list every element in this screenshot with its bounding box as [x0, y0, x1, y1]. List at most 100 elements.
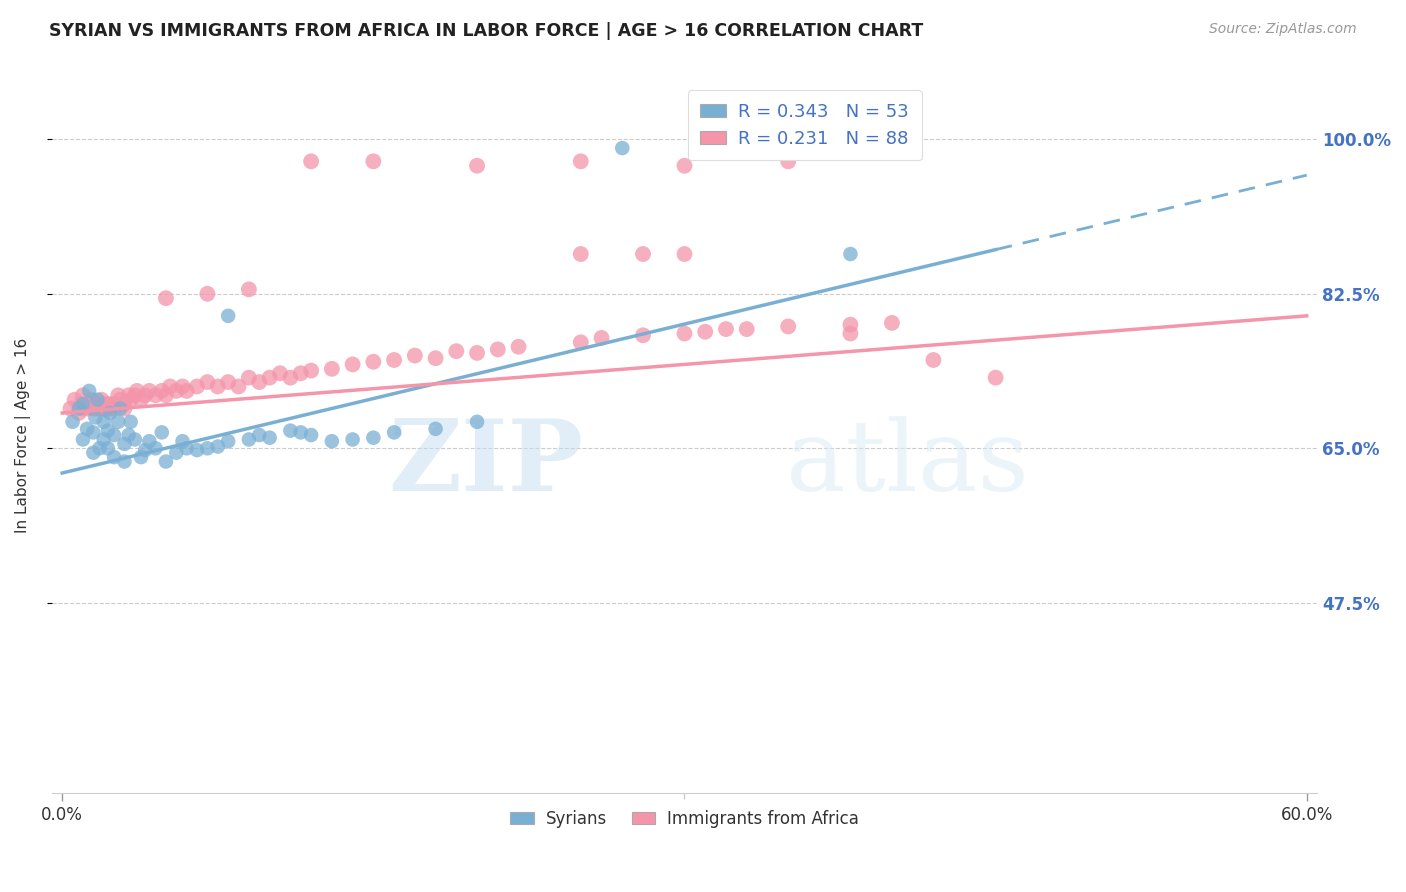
Point — [82, 446, 104, 460]
Point — [778, 154, 800, 169]
Point — [839, 318, 862, 332]
Point — [984, 370, 1007, 384]
Point — [363, 431, 385, 445]
Point — [67, 406, 90, 420]
Y-axis label: In Labor Force | Age > 16: In Labor Force | Age > 16 — [15, 337, 31, 533]
Point — [612, 141, 634, 155]
Text: Source: ZipAtlas.com: Source: ZipAtlas.com — [1209, 22, 1357, 37]
Point — [114, 437, 136, 451]
Point — [299, 363, 322, 377]
Point — [382, 353, 405, 368]
Point — [714, 322, 737, 336]
Point — [93, 401, 115, 416]
Point — [97, 442, 120, 456]
Point — [145, 442, 167, 456]
Point — [299, 154, 322, 169]
Point — [569, 154, 592, 169]
Point — [342, 433, 364, 447]
Point — [591, 331, 613, 345]
Point — [86, 397, 108, 411]
Point — [82, 425, 104, 440]
Point — [839, 247, 862, 261]
Point — [107, 415, 129, 429]
Point — [110, 392, 132, 407]
Point — [97, 397, 120, 411]
Point — [89, 442, 111, 456]
Legend: Syrians, Immigrants from Africa: Syrians, Immigrants from Africa — [503, 803, 865, 834]
Point — [247, 375, 270, 389]
Point — [86, 392, 108, 407]
Point — [155, 388, 177, 402]
Point — [98, 406, 121, 420]
Point — [101, 397, 124, 411]
Point — [363, 355, 385, 369]
Point — [94, 401, 117, 416]
Point — [155, 454, 177, 468]
Point — [117, 428, 139, 442]
Point — [103, 450, 125, 464]
Point — [186, 443, 208, 458]
Point — [217, 375, 239, 389]
Point — [673, 326, 696, 341]
Point — [124, 433, 146, 447]
Point — [82, 397, 104, 411]
Point — [228, 379, 250, 393]
Point — [72, 401, 94, 416]
Text: atlas: atlas — [786, 416, 1028, 511]
Point — [465, 415, 488, 429]
Point — [59, 401, 82, 416]
Point — [150, 425, 173, 440]
Point — [673, 247, 696, 261]
Point — [425, 351, 447, 366]
Point — [155, 291, 177, 305]
Point — [299, 428, 322, 442]
Point — [207, 379, 229, 393]
Point — [172, 379, 194, 393]
Point — [84, 401, 107, 416]
Point — [125, 384, 148, 398]
Point — [76, 401, 98, 416]
Point — [735, 322, 758, 336]
Point — [363, 154, 385, 169]
Point — [465, 346, 488, 360]
Point — [197, 286, 219, 301]
Point — [80, 392, 103, 407]
Point — [186, 379, 208, 393]
Point — [269, 366, 291, 380]
Point — [165, 446, 187, 460]
Point — [145, 388, 167, 402]
Point — [695, 325, 717, 339]
Point — [259, 431, 281, 445]
Point — [465, 159, 488, 173]
Point — [72, 397, 94, 411]
Point — [93, 433, 115, 447]
Point — [238, 282, 260, 296]
Point — [446, 344, 468, 359]
Point — [880, 316, 903, 330]
Point — [134, 443, 156, 458]
Point — [82, 401, 104, 416]
Point — [120, 392, 142, 407]
Point — [159, 379, 181, 393]
Point — [120, 415, 142, 429]
Point — [290, 425, 312, 440]
Point — [117, 388, 139, 402]
Point — [89, 401, 111, 416]
Point — [176, 442, 198, 456]
Point — [207, 440, 229, 454]
Point — [238, 370, 260, 384]
Point — [110, 401, 132, 416]
Point — [569, 335, 592, 350]
Point — [150, 384, 173, 398]
Point — [124, 388, 146, 402]
Point — [70, 397, 93, 411]
Point — [93, 415, 115, 429]
Text: ZIP: ZIP — [388, 415, 583, 512]
Point — [280, 424, 302, 438]
Point — [105, 397, 128, 411]
Point — [247, 428, 270, 442]
Point — [321, 434, 343, 449]
Point — [382, 425, 405, 440]
Point — [138, 384, 160, 398]
Point — [631, 328, 654, 343]
